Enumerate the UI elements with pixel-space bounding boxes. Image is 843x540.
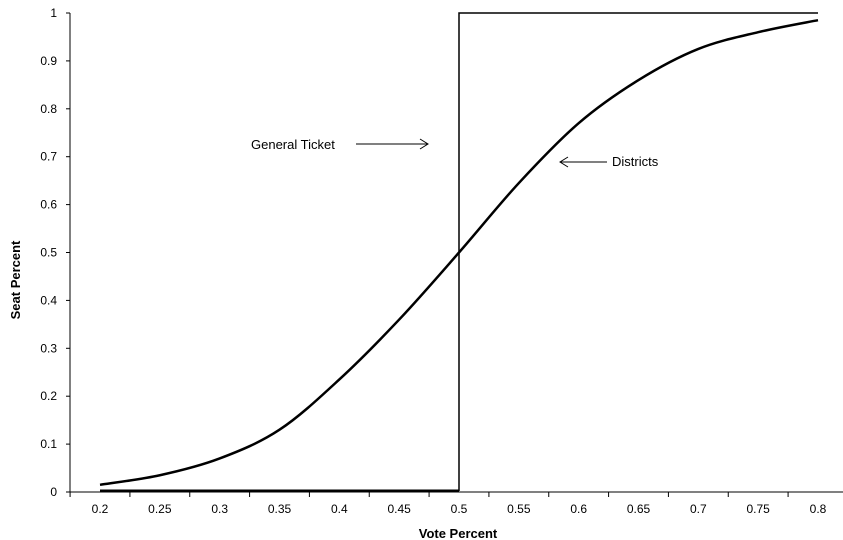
x-tick-label: 0.4 <box>331 502 348 516</box>
series-general-ticket-line <box>458 12 818 491</box>
y-tick-label: 0.8 <box>40 102 57 116</box>
x-tick-label: 0.75 <box>746 502 770 516</box>
x-tick-label: 0.5 <box>451 502 468 516</box>
ticks: 0.2 0.25 0.3 0.35 0.4 0.45 0.5 0.55 0.6 0.65 0.7 0.… <box>40 6 826 516</box>
x-tick-label: 0.65 <box>627 502 651 516</box>
x-tick-label: 0.25 <box>148 502 172 516</box>
axes <box>69 13 843 493</box>
general-ticket-arrowhead <box>419 138 429 150</box>
y-tick-label: 0.4 <box>40 293 57 307</box>
x-tick-label: 0.3 <box>211 502 228 516</box>
y-tick-label: 0 <box>50 485 57 499</box>
x-tick-label: 0.45 <box>387 502 411 516</box>
annotations: General Ticket Districts <box>251 137 659 169</box>
x-tick-label: 0.2 <box>92 502 109 516</box>
x-tick-label: 0.7 <box>690 502 707 516</box>
y-tick-label: 0.6 <box>40 198 57 212</box>
districts-arrowhead <box>559 156 569 168</box>
x-tick-label: 0.55 <box>507 502 531 516</box>
y-tick-label: 0.9 <box>40 54 57 68</box>
x-axis-title: Vote Percent <box>419 526 498 540</box>
y-tick-label: 0.3 <box>40 341 57 355</box>
annotation-districts: Districts <box>612 154 659 169</box>
y-tick-label: 0.7 <box>40 150 57 164</box>
x-tick-label: 0.6 <box>570 502 587 516</box>
x-tick-label: 0.8 <box>810 502 827 516</box>
y-tick-label: 0.1 <box>40 437 57 451</box>
y-tick-label: 0.5 <box>40 246 57 260</box>
y-tick-label: 1 <box>50 6 57 20</box>
y-axis-title: Seat Percent <box>8 240 23 319</box>
y-tick-label: 0.2 <box>40 389 57 403</box>
annotation-general-ticket: General Ticket <box>251 137 335 152</box>
x-tick-label: 0.35 <box>268 502 292 516</box>
series-layer <box>99 12 819 493</box>
